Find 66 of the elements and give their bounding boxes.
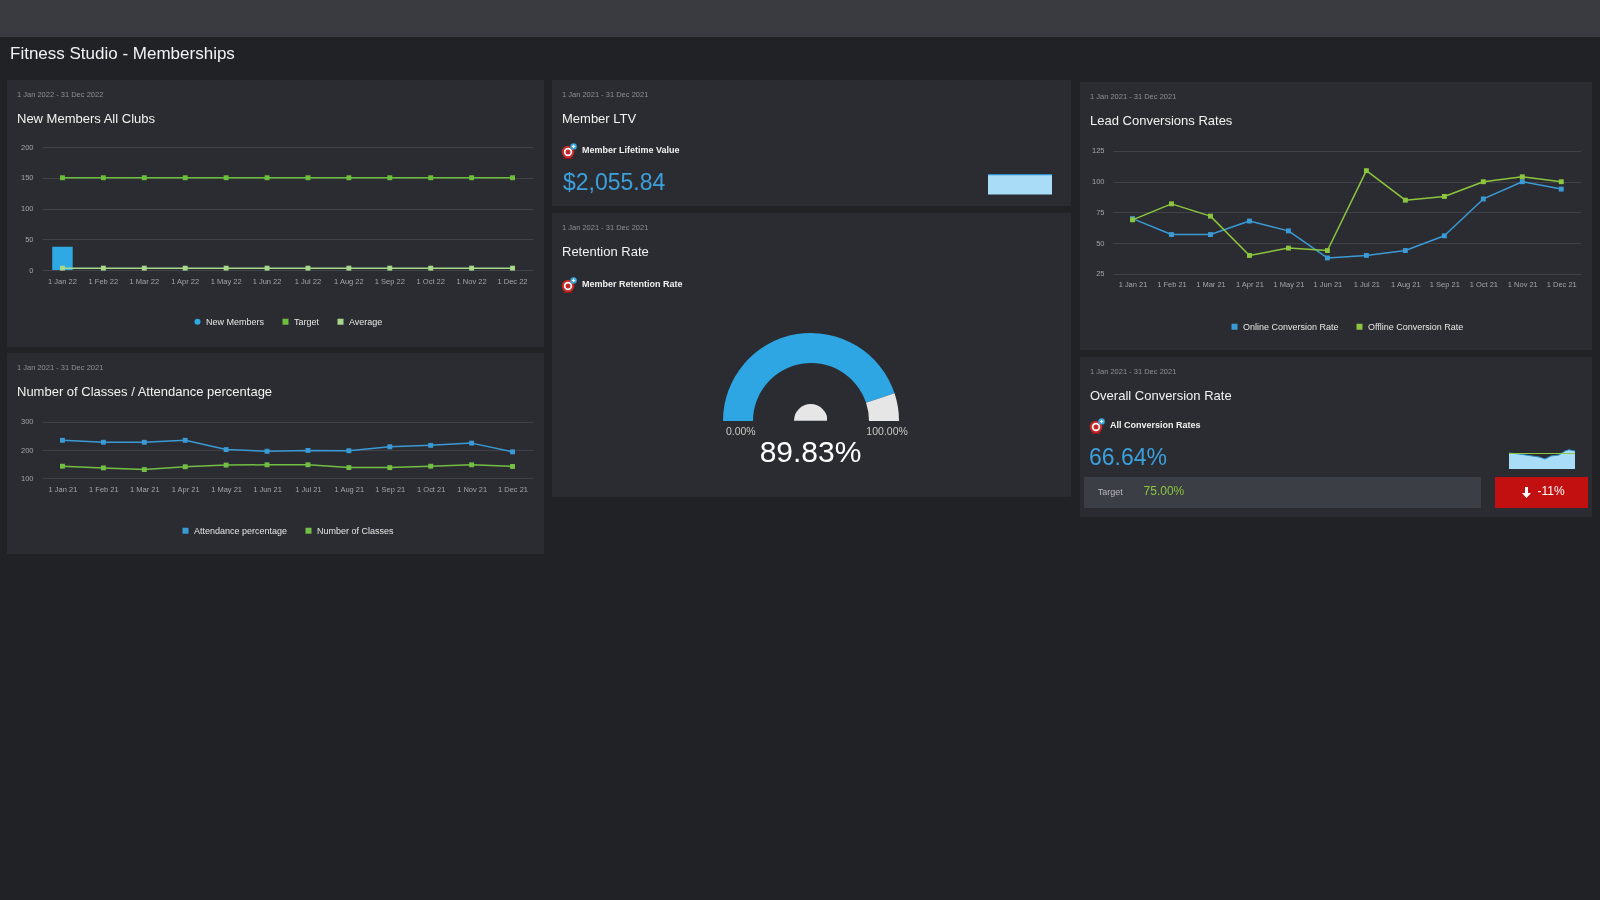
point — [1286, 245, 1291, 251]
text: 100.00% — [866, 424, 908, 437]
point — [1519, 179, 1525, 185]
text: 66.64% — [1089, 443, 1168, 471]
point — [427, 463, 433, 469]
point — [223, 462, 229, 468]
text: All Conversion Rates — [1110, 419, 1201, 430]
point — [427, 442, 433, 448]
chart-title: Lead Conversions Rates — [1090, 112, 1233, 129]
point — [59, 463, 65, 469]
legend-label: Target — [293, 316, 320, 327]
point — [59, 437, 65, 443]
text: -11% — [1537, 484, 1565, 499]
point — [509, 463, 515, 469]
point — [223, 447, 229, 452]
point — [345, 465, 351, 470]
legend-label: Attendance percentage — [193, 525, 287, 536]
legend-label: New Members — [205, 316, 265, 327]
point — [141, 439, 147, 445]
point — [509, 449, 515, 455]
point — [468, 462, 474, 468]
point — [1325, 248, 1330, 254]
point — [1169, 201, 1175, 207]
point — [1403, 198, 1408, 203]
text: Member Lifetime Value — [582, 144, 680, 155]
legend-label: Average — [348, 316, 382, 327]
text: 0.00% — [725, 424, 756, 437]
text: 89.83% — [759, 435, 862, 470]
point — [100, 439, 106, 445]
point — [345, 448, 351, 454]
point — [1558, 179, 1564, 185]
text: Member Retention Rate — [582, 278, 683, 289]
point — [182, 437, 188, 443]
point — [1325, 255, 1330, 261]
point — [386, 444, 392, 450]
point — [1442, 194, 1447, 200]
chart-title: Number of Classes / Attendance percentage — [17, 383, 273, 400]
text: Retention Rate — [562, 243, 649, 260]
point — [1208, 232, 1214, 238]
point — [100, 465, 106, 471]
text: Member LTV — [562, 110, 637, 127]
point — [141, 467, 147, 472]
legend-label: Number of Classes — [316, 525, 394, 536]
point — [1247, 253, 1252, 259]
text: Fitness Studio - Memberships — [10, 44, 235, 64]
point — [1208, 213, 1214, 219]
text: 75.00% — [1143, 484, 1185, 499]
point — [1403, 248, 1408, 254]
point — [1519, 174, 1525, 180]
point — [182, 464, 188, 470]
text: Overall Conversion Rate — [1090, 387, 1232, 404]
legend-label: Online Conversion Rate — [1243, 322, 1339, 333]
point — [1169, 232, 1175, 238]
point — [386, 465, 392, 470]
point — [1364, 253, 1369, 259]
point — [1364, 168, 1369, 174]
point — [1480, 179, 1486, 185]
text: $2,055.84 — [563, 168, 666, 196]
legend-label: Offline Conversion Rate — [1368, 322, 1464, 333]
point — [1558, 186, 1564, 192]
point — [1442, 233, 1447, 239]
chart-title: New Members All Clubs — [17, 110, 155, 127]
point — [1286, 228, 1291, 234]
point — [468, 440, 474, 446]
text: Target — [1097, 486, 1123, 498]
point — [1480, 196, 1486, 202]
